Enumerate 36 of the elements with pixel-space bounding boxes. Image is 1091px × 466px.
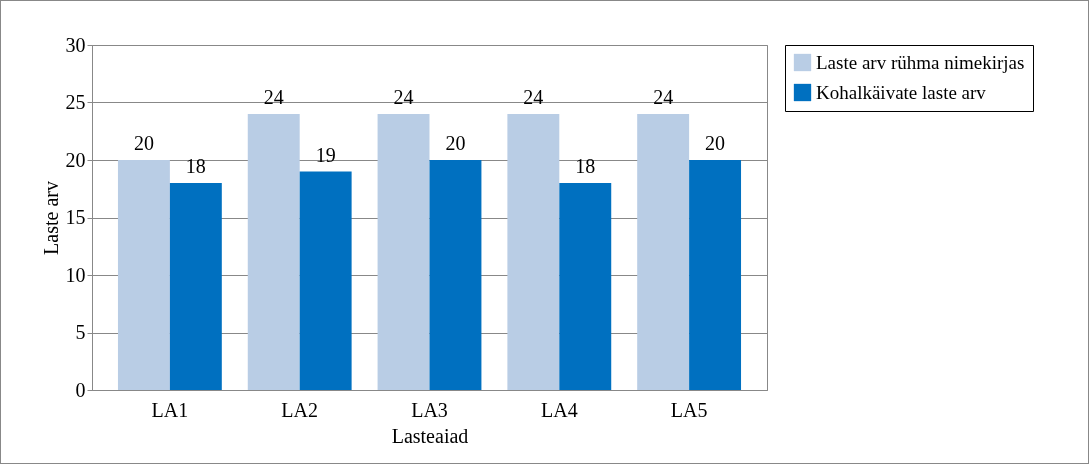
bar bbox=[689, 160, 742, 390]
data-label: 20 bbox=[445, 132, 466, 154]
data-label: 18 bbox=[575, 155, 596, 177]
bar bbox=[429, 160, 482, 390]
x-tick-label: LA4 bbox=[540, 398, 578, 421]
y-tick-label: 15 bbox=[65, 206, 86, 228]
bar bbox=[247, 114, 300, 390]
y-tick-label: 25 bbox=[65, 91, 86, 113]
x-tick-label: LA3 bbox=[411, 398, 448, 421]
bar bbox=[377, 114, 430, 390]
x-tick-label: LA1 bbox=[151, 398, 189, 421]
data-label: 24 bbox=[263, 86, 284, 108]
bar bbox=[117, 160, 170, 390]
x-axis-title: Lasteaiad bbox=[391, 424, 469, 447]
x-tick-label: LA2 bbox=[281, 398, 319, 421]
legend-label: Kohalkäivate laste arv bbox=[816, 81, 987, 103]
bar bbox=[507, 114, 560, 390]
x-tick-label: LA5 bbox=[670, 398, 708, 421]
bar bbox=[169, 183, 222, 390]
legend-label: Laste arv rühma nimekirjas bbox=[816, 51, 1025, 73]
y-tick-label: 10 bbox=[65, 263, 86, 286]
y-tick-label: 20 bbox=[65, 148, 86, 171]
y-axis-title: Laste arv bbox=[39, 181, 62, 255]
data-label: 24 bbox=[653, 86, 674, 108]
bar bbox=[637, 114, 690, 390]
y-tick-label: 30 bbox=[65, 33, 86, 56]
bar bbox=[559, 183, 612, 390]
data-label: 20 bbox=[133, 132, 154, 154]
y-tick-label: 5 bbox=[75, 321, 86, 343]
data-label: 20 bbox=[705, 132, 726, 154]
data-label: 18 bbox=[185, 155, 206, 177]
data-label: 19 bbox=[315, 143, 336, 166]
bar bbox=[299, 171, 352, 390]
data-label: 24 bbox=[523, 86, 544, 108]
data-label: 24 bbox=[393, 86, 414, 108]
y-tick-label: 0 bbox=[75, 378, 86, 401]
